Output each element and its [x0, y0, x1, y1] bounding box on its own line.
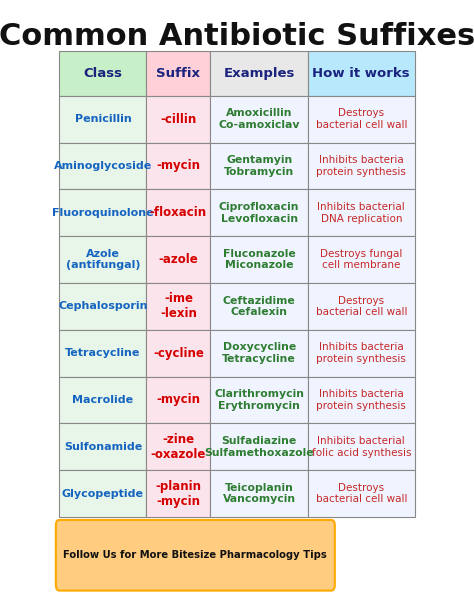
Text: -zine
-oxazole: -zine -oxazole	[151, 433, 206, 461]
FancyBboxPatch shape	[210, 189, 308, 236]
Text: -mycin: -mycin	[156, 159, 201, 172]
FancyBboxPatch shape	[146, 52, 210, 96]
FancyBboxPatch shape	[146, 96, 210, 143]
Text: Aminoglycoside: Aminoglycoside	[54, 161, 152, 171]
FancyBboxPatch shape	[59, 377, 146, 423]
Text: -mycin: -mycin	[156, 394, 201, 407]
Text: Amoxicillin
Co-amoxiclav: Amoxicillin Co-amoxiclav	[219, 108, 300, 130]
Text: How it works: How it works	[312, 67, 410, 80]
FancyBboxPatch shape	[210, 236, 308, 283]
Text: Gentamyin
Tobramycin: Gentamyin Tobramycin	[224, 155, 294, 177]
Text: -floxacin: -floxacin	[150, 206, 207, 219]
FancyBboxPatch shape	[308, 236, 415, 283]
Text: Inhibits bacteria
protein synthesis: Inhibits bacteria protein synthesis	[316, 155, 406, 177]
FancyBboxPatch shape	[210, 283, 308, 330]
Text: Cephalosporin: Cephalosporin	[58, 301, 148, 311]
FancyBboxPatch shape	[210, 52, 308, 96]
FancyBboxPatch shape	[59, 236, 146, 283]
FancyBboxPatch shape	[59, 143, 146, 189]
FancyBboxPatch shape	[308, 423, 415, 470]
FancyBboxPatch shape	[59, 470, 146, 517]
Text: Destroys fungal
cell membrane: Destroys fungal cell membrane	[320, 249, 402, 271]
Text: Inhibits bacteria
protein synthesis: Inhibits bacteria protein synthesis	[316, 389, 406, 411]
Text: Fluoroquinolone: Fluoroquinolone	[52, 208, 154, 218]
FancyBboxPatch shape	[210, 330, 308, 377]
FancyBboxPatch shape	[56, 520, 335, 591]
Text: Clarithromycin
Erythromycin: Clarithromycin Erythromycin	[214, 389, 304, 411]
FancyBboxPatch shape	[308, 377, 415, 423]
Text: Glycopeptide: Glycopeptide	[62, 488, 144, 498]
Text: Follow Us for More Bitesize Pharmacology Tips: Follow Us for More Bitesize Pharmacology…	[64, 550, 327, 560]
FancyBboxPatch shape	[210, 96, 308, 143]
FancyBboxPatch shape	[308, 96, 415, 143]
Text: -azole: -azole	[158, 253, 198, 266]
Text: Destroys
bacterial cell wall: Destroys bacterial cell wall	[316, 108, 407, 130]
FancyBboxPatch shape	[210, 423, 308, 470]
Text: -cycline: -cycline	[153, 347, 204, 360]
Text: Ciprofloxacin
Levofloxacin: Ciprofloxacin Levofloxacin	[219, 202, 300, 224]
FancyBboxPatch shape	[146, 143, 210, 189]
FancyBboxPatch shape	[146, 330, 210, 377]
FancyBboxPatch shape	[146, 470, 210, 517]
Text: Azole
(antifungal): Azole (antifungal)	[66, 249, 140, 271]
Text: Inhibits bacteria
protein synthesis: Inhibits bacteria protein synthesis	[316, 342, 406, 364]
Text: Inhibits bacterial
DNA replication: Inhibits bacterial DNA replication	[318, 202, 405, 224]
FancyBboxPatch shape	[146, 236, 210, 283]
Text: -cillin: -cillin	[160, 112, 197, 126]
Text: Common Antibiotic Suffixes: Common Antibiotic Suffixes	[0, 22, 474, 51]
FancyBboxPatch shape	[210, 143, 308, 189]
FancyBboxPatch shape	[308, 143, 415, 189]
Text: Examples: Examples	[224, 67, 295, 80]
Text: Ceftazidime
Cefalexin: Ceftazidime Cefalexin	[223, 295, 296, 317]
FancyBboxPatch shape	[146, 283, 210, 330]
FancyBboxPatch shape	[210, 377, 308, 423]
FancyBboxPatch shape	[59, 189, 146, 236]
FancyBboxPatch shape	[59, 283, 146, 330]
FancyBboxPatch shape	[59, 52, 146, 96]
FancyBboxPatch shape	[210, 470, 308, 517]
FancyBboxPatch shape	[59, 96, 146, 143]
FancyBboxPatch shape	[146, 189, 210, 236]
Text: Tetracycline: Tetracycline	[65, 348, 141, 358]
FancyBboxPatch shape	[308, 470, 415, 517]
Text: Fluconazole
Miconazole: Fluconazole Miconazole	[223, 249, 296, 271]
Text: Teicoplanin
Vancomycin: Teicoplanin Vancomycin	[223, 482, 296, 504]
Text: Suffix: Suffix	[156, 67, 201, 80]
FancyBboxPatch shape	[308, 283, 415, 330]
Text: Destroys
bacterial cell wall: Destroys bacterial cell wall	[316, 295, 407, 317]
Text: Sulfadiazine
Sulfamethoxazole: Sulfadiazine Sulfamethoxazole	[204, 436, 314, 458]
Text: Sulfonamide: Sulfonamide	[64, 442, 142, 452]
Text: -planin
-mycin: -planin -mycin	[155, 480, 201, 507]
FancyBboxPatch shape	[308, 189, 415, 236]
Text: -ime
-lexin: -ime -lexin	[160, 292, 197, 320]
Text: Destroys
bacterial cell wall: Destroys bacterial cell wall	[316, 482, 407, 504]
FancyBboxPatch shape	[59, 423, 146, 470]
Text: Macrolide: Macrolide	[73, 395, 134, 405]
Text: Class: Class	[83, 67, 122, 80]
FancyBboxPatch shape	[146, 377, 210, 423]
Text: Inhibits bacterial
folic acid synthesis: Inhibits bacterial folic acid synthesis	[311, 436, 411, 458]
FancyBboxPatch shape	[146, 423, 210, 470]
Text: Penicillin: Penicillin	[74, 114, 131, 124]
Text: Doxycycline
Tetracycline: Doxycycline Tetracycline	[222, 342, 296, 364]
FancyBboxPatch shape	[308, 52, 415, 96]
FancyBboxPatch shape	[308, 330, 415, 377]
FancyBboxPatch shape	[59, 330, 146, 377]
